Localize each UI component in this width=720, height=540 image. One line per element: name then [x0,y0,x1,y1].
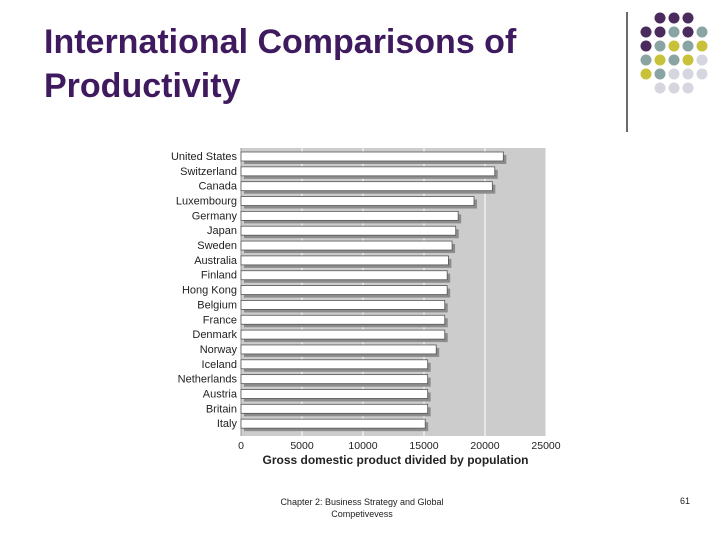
category-label: France [203,314,237,326]
bar [240,403,429,414]
decorative-dot [654,82,666,94]
decorative-dot [696,54,708,66]
category-label: Austria [203,388,238,400]
decorative-dot [696,68,708,80]
decorative-dot [640,40,652,52]
decorative-dot [682,68,694,80]
category-label: Germany [192,210,238,222]
title-divider [626,12,628,132]
decorative-dot [640,54,652,66]
decorative-dot [654,54,666,66]
category-label: Japan [207,225,237,237]
category-label: United States [171,151,238,163]
bar [240,359,429,370]
category-label: Sweden [197,240,237,252]
category-label: Australia [194,255,238,267]
category-label: Denmark [192,329,237,341]
decorative-dot-grid [640,12,708,94]
decorative-dot [696,40,708,52]
category-label: Norway [200,344,238,356]
bar [240,151,504,162]
decorative-dot [640,26,652,38]
bar [240,374,429,385]
category-label: Belgium [197,299,237,311]
decorative-dot [696,26,708,38]
bar [240,225,457,236]
decorative-dot [682,54,694,66]
decorative-dot [682,26,694,38]
decorative-dot [668,40,680,52]
x-tick-label: 15000 [409,440,438,452]
decorative-dot [668,54,680,66]
decorative-dot [668,68,680,80]
category-label: Canada [198,181,237,193]
bar [240,344,437,355]
x-tick-label: 5000 [290,440,314,452]
category-label: Italy [217,418,238,430]
decorative-dot [654,68,666,80]
bar [240,329,446,340]
bar [240,196,475,206]
bars [240,151,507,432]
productivity-bar-chart: United States Switzerland Canada Luxembourg… [171,148,561,467]
bar [240,210,459,221]
footer-text: Chapter 2: Business Strategy and Global … [280,497,444,519]
bar [240,285,448,295]
bar [240,300,446,310]
decorative-dot [668,12,680,24]
category-label: Switzerland [180,166,237,178]
decorative-dot [682,12,694,24]
bar [240,240,453,251]
slide-title: International Comparisons of Productivit… [44,23,517,105]
x-tick-label: 20000 [470,440,499,452]
bar [240,181,493,192]
x-tick-label: 25000 [531,440,560,452]
category-labels: United States Switzerland Canada Luxembourg… [171,151,238,430]
decorative-dot [654,26,666,38]
decorative-dot [668,82,680,94]
bar [240,314,446,325]
category-label: Luxembourg [176,196,237,208]
page-number: 61 [679,496,690,506]
category-label: Hong Kong [182,285,237,297]
bar [240,166,496,177]
x-axis-label: Gross domestic product divided by popula… [262,453,528,467]
category-label: Iceland [202,359,237,371]
bar [240,418,426,429]
bar [240,255,449,266]
decorative-dot [654,12,666,24]
category-label: Britain [206,403,237,415]
decorative-dot [668,26,680,38]
bar [240,270,448,281]
category-label: Finland [201,270,237,282]
decorative-dot [640,68,652,80]
decorative-dot [654,40,666,52]
category-label: Netherlands [178,374,238,386]
x-tick-labels: 0 5000 10000 15000 20000 25000 [238,440,561,452]
decorative-dot [682,40,694,52]
x-tick-label: 10000 [348,440,377,452]
decorative-dot [682,82,694,94]
x-tick-label: 0 [238,440,244,452]
bar [240,389,429,399]
